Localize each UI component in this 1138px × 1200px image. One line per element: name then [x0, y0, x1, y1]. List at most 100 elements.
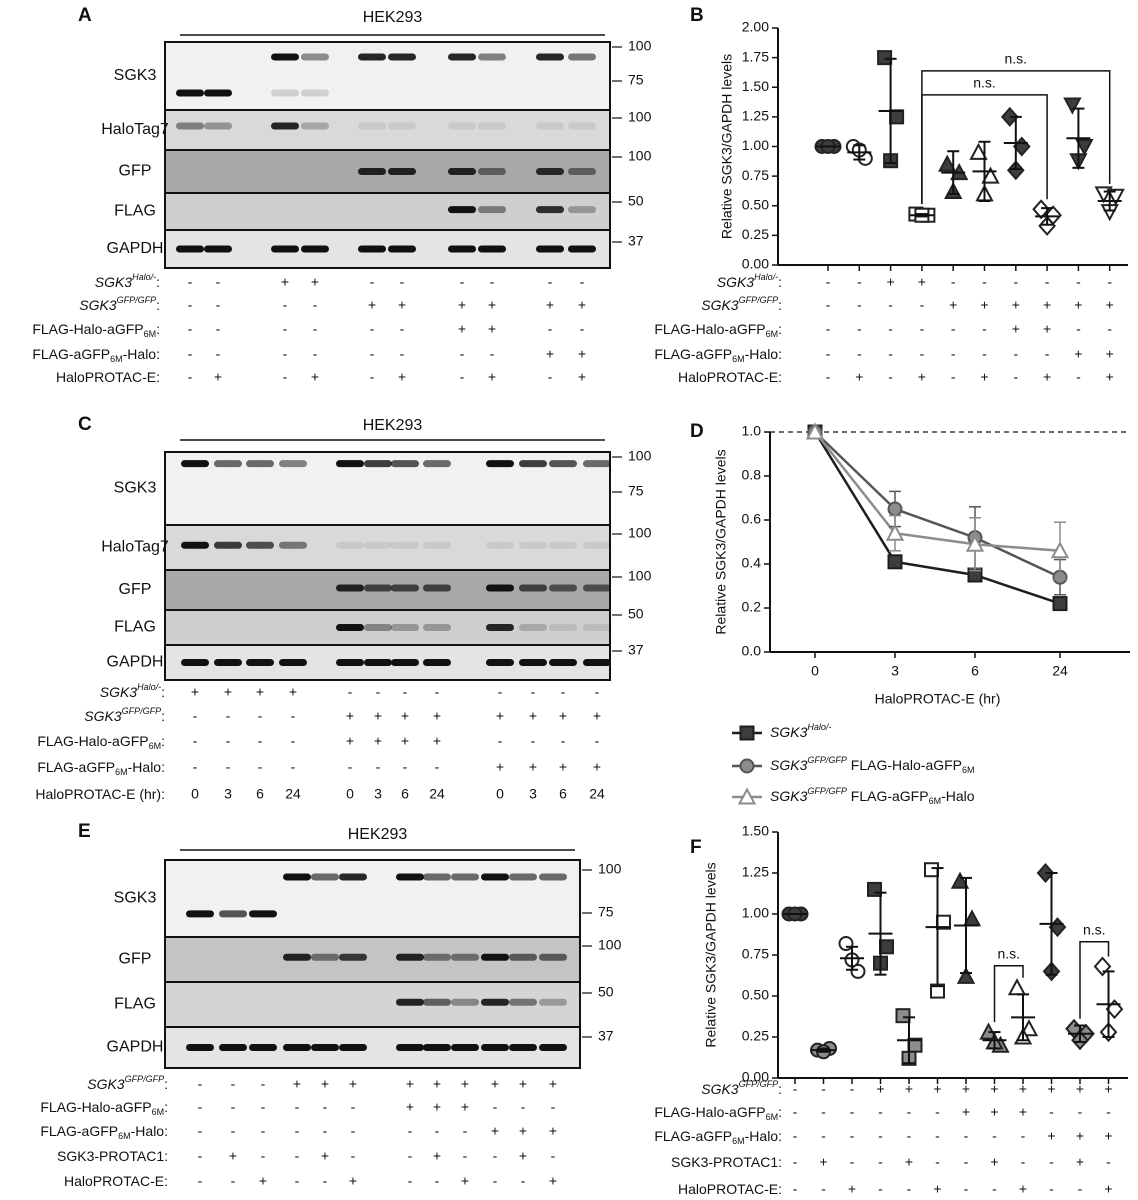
blot-band: [423, 998, 451, 1006]
marker: [1106, 188, 1125, 206]
condition-sign: +: [1076, 1154, 1084, 1170]
condition-sign: -: [226, 733, 231, 749]
text-part: SGK3: [701, 297, 739, 313]
blot-band: [486, 460, 514, 468]
y-tick-label: 0.75: [742, 167, 769, 183]
condition-sign: +: [1076, 1128, 1084, 1144]
protein-label: GFP: [119, 951, 152, 968]
marker: [887, 554, 903, 570]
condition-label: SGK3GFP/GFP:: [84, 706, 165, 723]
condition-sign: -: [531, 733, 536, 749]
condition-sign: +: [848, 1181, 856, 1197]
condition-label: SGK3GFP/GFP:: [701, 1079, 782, 1096]
condition-sign: -: [231, 1099, 236, 1115]
condition-sign: +: [593, 708, 601, 724]
condition-sign: -: [561, 733, 566, 749]
condition-sign: -: [283, 369, 288, 385]
condition-sign: -: [1076, 274, 1081, 290]
y-tick-label: 0.75: [742, 946, 769, 962]
condition-sign: -: [1013, 369, 1018, 385]
marker: [1050, 541, 1070, 559]
condition-sign: -: [561, 684, 566, 700]
condition-sign: -: [521, 1173, 526, 1189]
marker: [850, 963, 866, 979]
legend-label: SGK3GFP/GFP FLAG-aGFP6M-Halo: [770, 786, 975, 806]
blot-band: [481, 1044, 509, 1051]
condition-sign: -: [992, 1128, 997, 1144]
condition-sign: +: [461, 1173, 469, 1189]
mw-label: 100: [628, 525, 652, 541]
protein-label: GFP: [119, 163, 152, 180]
text-part: 6M: [144, 329, 157, 339]
blot-band: [448, 168, 476, 175]
text-part: -Halo:: [123, 346, 160, 362]
text-part: GFP/GFP: [739, 1079, 779, 1089]
text-part: SGK3: [84, 708, 122, 724]
condition-sign: 24: [285, 786, 301, 802]
text-part: FLAG-Halo-aGFP: [40, 1099, 151, 1115]
text-part: SGK3: [100, 684, 138, 700]
text-part: SGK3-PROTAC1:: [57, 1148, 168, 1164]
mw-label: 100: [598, 861, 622, 877]
blot-band: [249, 1044, 277, 1051]
blot-band: [478, 168, 506, 175]
text-part: -Halo:: [745, 346, 782, 362]
blot-band: [583, 659, 611, 666]
series-line: [814, 431, 1061, 553]
condition-sign: -: [850, 1081, 855, 1097]
marker: [737, 787, 757, 805]
mw-label: 100: [628, 38, 652, 54]
blot-band: [204, 89, 232, 97]
blot-band: [271, 89, 299, 97]
blot-band: [423, 873, 451, 881]
blot-band: [423, 659, 451, 666]
text-part: Halo/-: [137, 682, 161, 692]
blot-band: [583, 541, 611, 549]
y-tick-label: 0.00: [742, 256, 769, 272]
x-tick-label: 24: [1052, 663, 1068, 679]
protein-label: SGK3: [114, 890, 157, 907]
blot-band: [396, 953, 424, 961]
blot-band: [568, 168, 596, 175]
condition-sign: -: [1013, 346, 1018, 362]
text-part: FLAG-Halo-aGFP: [32, 321, 143, 337]
y-tick-label: 1.50: [742, 78, 769, 94]
condition-label: FLAG-aGFP6M-Halo:: [32, 346, 160, 365]
blot-band: [176, 122, 204, 130]
series-line: [814, 431, 1061, 579]
condition-sign: +: [519, 1148, 527, 1164]
blot-band: [448, 122, 476, 130]
marker: [838, 936, 854, 952]
blot-band: [388, 168, 416, 175]
blot-band: [391, 659, 419, 666]
condition-sign: -: [1078, 1181, 1083, 1197]
blot-band: [388, 53, 416, 61]
marker: [965, 534, 985, 552]
condition-sign: -: [193, 759, 198, 775]
condition-sign: +: [488, 369, 496, 385]
condition-sign: -: [580, 321, 585, 337]
blot-band: [246, 460, 274, 468]
condition-sign: -: [403, 759, 408, 775]
condition-sign: -: [313, 321, 318, 337]
condition-sign: -: [1045, 274, 1050, 290]
condition-sign: -: [551, 1099, 556, 1115]
condition-sign: +: [433, 708, 441, 724]
condition-sign: 3: [374, 786, 382, 802]
condition-sign: -: [793, 1081, 798, 1097]
condition-sign: +: [311, 274, 319, 290]
y-tick-label: 1.00: [742, 137, 769, 153]
condition-sign: +: [578, 346, 586, 362]
y-tick-label: 1.50: [742, 823, 769, 839]
text-part: 6M: [152, 1107, 165, 1117]
condition-sign: -: [188, 297, 193, 313]
condition-sign: -: [964, 1181, 969, 1197]
blot-band: [364, 624, 392, 631]
blot-band: [486, 659, 514, 666]
condition-label: FLAG-Halo-aGFP6M:: [654, 1104, 782, 1123]
condition-label: FLAG-Halo-aGFP6M:: [37, 733, 165, 752]
condition-sign: -: [295, 1123, 300, 1139]
text-part: :: [161, 684, 165, 700]
text-part: HaloPROTAC-E:: [64, 1173, 168, 1189]
protein-label: GFP: [119, 581, 152, 598]
